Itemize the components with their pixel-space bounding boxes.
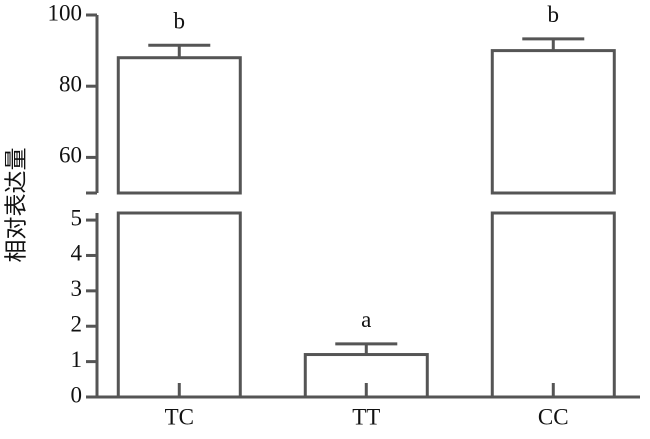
- bar: [116, 56, 242, 195]
- x-tick-label: TT: [352, 404, 380, 429]
- x-tick-label: CC: [538, 404, 569, 429]
- y-tick-label: 4: [71, 241, 83, 266]
- bar: [490, 49, 616, 195]
- error-bar: [148, 43, 211, 58]
- y-tick-label: 2: [71, 312, 83, 337]
- y-tick-label: 0: [71, 382, 83, 407]
- error-bar: [335, 342, 398, 355]
- y-tick-label: 5: [71, 205, 83, 230]
- y-tick-label: 80: [59, 71, 82, 96]
- annotation: b: [174, 9, 186, 34]
- bar: [490, 211, 616, 399]
- y-tick-label: 3: [71, 276, 83, 301]
- y-tick-label: 100: [48, 0, 83, 25]
- y-tick-label: 60: [59, 143, 82, 168]
- y-tick-label: 1: [71, 347, 83, 372]
- x-tick-label: TC: [165, 404, 194, 429]
- annotation: a: [361, 307, 371, 332]
- annotation: b: [548, 2, 560, 27]
- y-axis-label: 相对表达量: [3, 148, 28, 263]
- bar: [116, 211, 242, 399]
- error-bar: [522, 37, 585, 51]
